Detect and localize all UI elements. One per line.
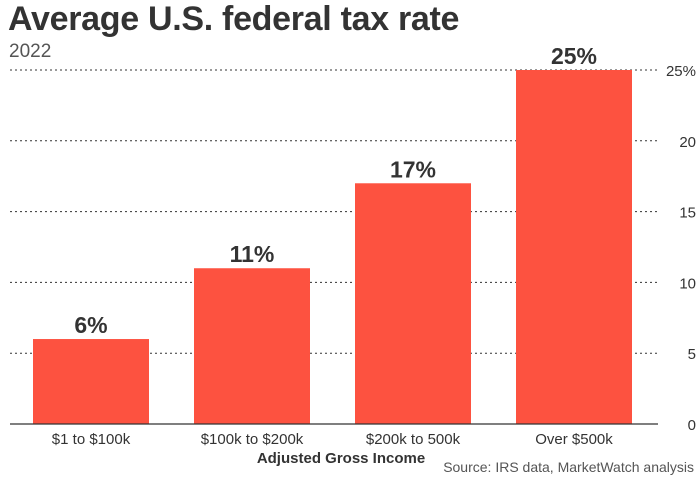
- y-tick-label: 10: [679, 275, 696, 292]
- bar-value-label: 6%: [74, 312, 107, 338]
- y-tick-label: 5: [688, 346, 696, 363]
- bar: [194, 268, 310, 424]
- y-axis-ticks: 0 5 10 15 20 25%: [666, 63, 696, 434]
- category-label: Over $500k: [535, 431, 613, 448]
- bar-value-label: 11%: [230, 241, 275, 267]
- y-tick-label: 15: [679, 205, 696, 222]
- bars: [33, 70, 632, 424]
- source-note: Source: IRS data, MarketWatch analysis: [443, 459, 694, 475]
- bar: [355, 183, 471, 424]
- x-axis-title: Adjusted Gross Income: [257, 450, 425, 467]
- y-tick-label: 25%: [666, 63, 696, 80]
- category-label: $200k to 500k: [366, 431, 461, 448]
- bar-value-label: 25%: [551, 43, 597, 69]
- chart-subtitle: 2022: [9, 41, 52, 62]
- bar: [516, 70, 632, 424]
- bar: [33, 339, 149, 424]
- x-axis-categories: $1 to $100k $100k to $200k $200k to 500k Ov…: [52, 431, 613, 448]
- chart-title: Average U.S. federal tax rate: [8, 0, 460, 38]
- bar-value-label: 17%: [390, 156, 436, 182]
- category-label: $1 to $100k: [52, 431, 131, 448]
- y-tick-label: 0: [688, 417, 696, 434]
- data-labels: 6% 11% 17% 25%: [74, 43, 597, 338]
- y-tick-label: 20: [679, 134, 696, 151]
- category-label: $100k to $200k: [201, 431, 304, 448]
